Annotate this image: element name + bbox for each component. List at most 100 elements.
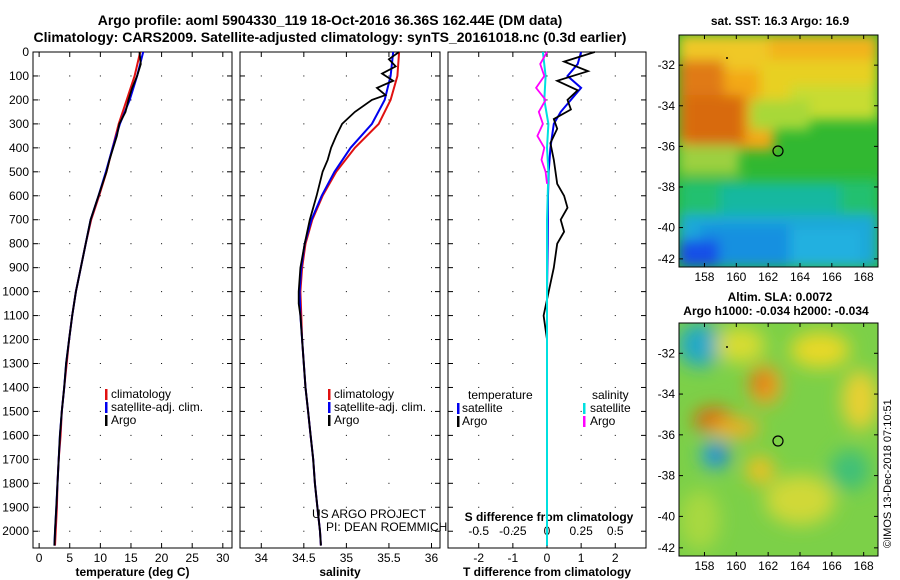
grid-dot — [478, 171, 480, 173]
grid-dot — [38, 243, 40, 245]
lon-tick-label: 166 — [822, 559, 842, 573]
grid-dot — [580, 219, 582, 221]
lon-tick-label: 162 — [758, 270, 778, 284]
legend-swatch — [328, 415, 331, 426]
sla-map-field — [679, 323, 878, 556]
grid-dot — [191, 267, 193, 269]
depth-tick-label: 300 — [9, 117, 29, 131]
grid-dot — [130, 434, 132, 436]
grid-dot — [191, 482, 193, 484]
grid-dot — [161, 362, 163, 364]
grid-dot — [388, 362, 390, 364]
grid-dot — [161, 434, 163, 436]
sst-map-frame — [678, 34, 879, 268]
grid-dot — [222, 362, 224, 364]
depth-tick-label: 2000 — [2, 524, 29, 538]
grid-dot — [512, 243, 514, 245]
grid-dot — [222, 195, 224, 197]
depth-tick-label: 200 — [9, 93, 29, 107]
credit-line2: PI: DEAN ROEMMICH — [326, 520, 447, 534]
depth-tick-label: 900 — [9, 261, 29, 275]
grid-dot — [99, 339, 101, 341]
grid-dot — [260, 147, 262, 149]
grid-dot — [614, 75, 616, 77]
grid-dot — [222, 530, 224, 532]
grid-dot — [99, 147, 101, 149]
grid-dot — [191, 147, 193, 149]
x-tick-label: 10 — [94, 551, 108, 565]
series-line-argo — [297, 51, 400, 546]
grid-dot — [222, 410, 224, 412]
grid-dot — [99, 291, 101, 293]
grid-dot — [161, 530, 163, 532]
grid-dot — [130, 339, 132, 341]
grid-dot — [38, 99, 40, 101]
grid-dot — [69, 195, 71, 197]
grid-dot — [130, 219, 132, 221]
grid-dot — [430, 243, 432, 245]
grid-dot — [512, 530, 514, 532]
grid-dot — [580, 147, 582, 149]
grid-dot — [614, 530, 616, 532]
grid-dot — [430, 123, 432, 125]
grid-dot — [191, 291, 193, 293]
grid-dot — [478, 243, 480, 245]
grid-dot — [478, 362, 480, 364]
grid-dot — [69, 171, 71, 173]
grid-dot — [580, 291, 582, 293]
grid-dot — [161, 243, 163, 245]
grid-dot — [614, 410, 616, 412]
legend-swatch — [105, 389, 108, 400]
depth-tick-label: 600 — [9, 189, 29, 203]
grid-dot — [430, 147, 432, 149]
grid-dot — [130, 171, 132, 173]
grid-dot — [161, 267, 163, 269]
grid-dot — [512, 434, 514, 436]
grid-dot — [303, 75, 305, 77]
grid-dot — [388, 291, 390, 293]
grid-dot — [99, 75, 101, 77]
grid-dot — [388, 458, 390, 460]
grid-dot — [303, 339, 305, 341]
grid-dot — [191, 362, 193, 364]
x-tick-label: 25 — [186, 551, 200, 565]
legend-header: salinity — [592, 388, 629, 402]
lon-tick-label: 158 — [694, 559, 714, 573]
grid-dot — [69, 219, 71, 221]
grid-dot — [478, 99, 480, 101]
grid-dot — [345, 171, 347, 173]
grid-dot — [580, 267, 582, 269]
depth-tick-label: 1800 — [2, 476, 29, 490]
depth-tick-label: 1600 — [2, 428, 29, 442]
depth-tick-label: 1500 — [2, 404, 29, 418]
grid-dot — [512, 506, 514, 508]
grid-dot — [580, 458, 582, 460]
grid-dot — [222, 339, 224, 341]
grid-dot — [614, 195, 616, 197]
grid-dot — [260, 291, 262, 293]
grid-dot — [614, 339, 616, 341]
grid-dot — [388, 123, 390, 125]
grid-dot — [38, 123, 40, 125]
grid-dot — [260, 482, 262, 484]
panel-frame — [32, 51, 233, 549]
grid-dot — [512, 386, 514, 388]
lon-tick-label: 162 — [758, 559, 778, 573]
grid-dot — [614, 99, 616, 101]
grid-dot — [430, 530, 432, 532]
grid-dot — [580, 530, 582, 532]
series-line-temperature-satellite — [546, 51, 583, 546]
grid-dot — [303, 147, 305, 149]
legend-swatch — [105, 402, 108, 413]
x-tick-label: 0 — [36, 551, 43, 565]
grid-dot — [69, 506, 71, 508]
grid-dot — [478, 434, 480, 436]
grid-dot — [345, 267, 347, 269]
grid-dot — [99, 315, 101, 317]
grid-dot — [38, 530, 40, 532]
grid-dot — [222, 75, 224, 77]
lon-tick-label: 158 — [694, 270, 714, 284]
grid-dot — [38, 362, 40, 364]
grid-dot — [614, 458, 616, 460]
grid-dot — [260, 458, 262, 460]
